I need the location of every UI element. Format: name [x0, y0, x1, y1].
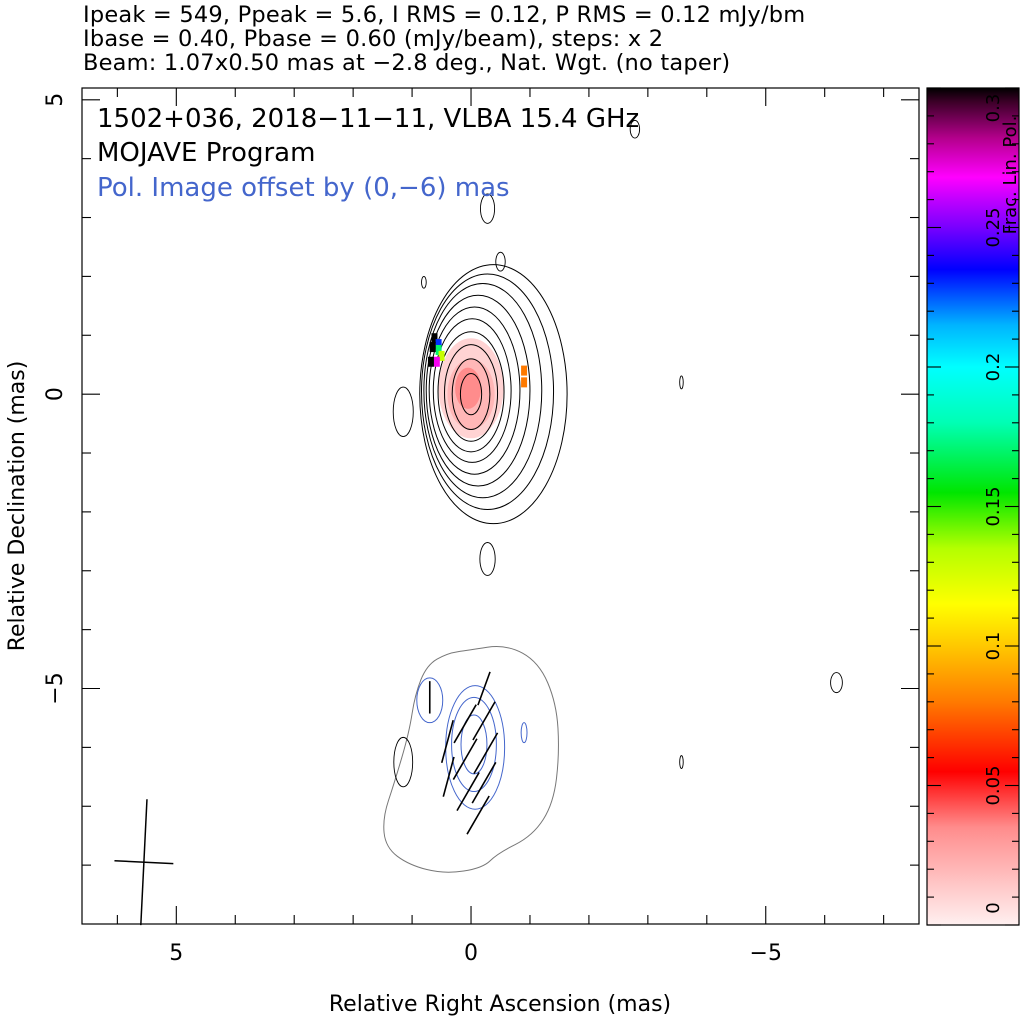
stokes-i-contour: [451, 358, 491, 430]
stokes-i-noise-contour: [629, 119, 641, 139]
evpa-vector: [440, 719, 454, 764]
y-tick-label: −5: [43, 672, 68, 704]
y-tick-label: 5: [43, 93, 68, 107]
header-base-levels: Ibase = 0.40, Pbase = 0.60 (mJy/beam), s…: [83, 26, 664, 52]
colorbar-tick-labels: 0 0.05 0.1 0.15 0.2 0.25 0.3: [983, 94, 1004, 914]
frac-pol-pixel: [521, 365, 528, 376]
stokes-i-noise-contour: [679, 755, 684, 770]
evpa-vector: [477, 671, 491, 706]
stokes-i-noise-contour: [679, 375, 684, 390]
pol-contour: [445, 685, 506, 810]
stokes-i-noise-contour: [393, 736, 414, 788]
frac-pol-pixel: [433, 356, 440, 367]
stokes-i-noise-contour: [830, 672, 843, 694]
evpa-vector: [452, 738, 478, 780]
y-tick-labels: 5 0 −5: [43, 93, 68, 705]
x-tick-label: 0: [464, 941, 478, 966]
stokes-i-noise-contour: [421, 275, 427, 289]
pol-contour: [451, 696, 497, 793]
frac-pol-map: [438, 338, 504, 439]
evpa-vector: [456, 772, 480, 812]
stokes-i-contour: [432, 318, 512, 463]
colorbar: 0 0.05 0.1 0.15 0.2 0.25 0.3 Frac. Lin. Pol.: [926, 87, 1021, 926]
stokes-i-contours: [392, 119, 843, 788]
colorbar-label: Frac. Lin. Pol.: [1000, 116, 1021, 235]
beam-cross: [114, 799, 174, 926]
stokes-i-contour: [421, 273, 555, 511]
header-beam-info: Beam: 1.07x0.50 mas at −2.8 deg., Nat. W…: [83, 50, 731, 76]
frac-pol-pixels: [427, 333, 528, 388]
evpa-vectors: [428, 671, 499, 835]
stokes-i-noise-contour: [480, 193, 496, 224]
beam-minor-axis: [114, 859, 174, 865]
plot-frame: [81, 87, 920, 925]
frac-pol-pixel: [431, 333, 438, 344]
pol-total-intensity-outline: [383, 646, 559, 873]
x-tick-label: −5: [750, 941, 782, 966]
pol-total-intensity-contour: [383, 646, 559, 873]
chart-subtitle: MOJAVE Program: [97, 138, 315, 168]
colorbar-tick-label: 0.15: [983, 486, 1004, 526]
y-axis-label: Relative Declination (mas): [5, 361, 30, 652]
evpa-vector: [471, 761, 497, 804]
colorbar-gradient: [927, 88, 1019, 925]
pol-contour: [416, 677, 444, 724]
frac-pol-pixel: [435, 339, 442, 350]
frac-pol-pixel: [429, 342, 436, 353]
stokes-i-contour: [428, 306, 521, 475]
x-tick-label: 5: [169, 941, 183, 966]
axis-ticks: [82, 88, 919, 924]
stokes-i-contour: [437, 331, 505, 453]
stokes-i-contour: [459, 373, 483, 416]
evpa-vector: [473, 732, 499, 775]
y-tick-label: 0: [43, 387, 68, 401]
stokes-i-noise-contour: [479, 542, 496, 576]
colorbar-tick-label: 0.3: [983, 94, 1004, 123]
pol-offset-annotation: Pol. Image offset by (0,−6) mas: [97, 173, 510, 203]
colorbar-tick-label: 0.1: [983, 632, 1004, 661]
frac-pol-pixel: [438, 350, 445, 361]
frac-pol-region: [455, 367, 482, 409]
stokes-i-noise-contour: [495, 251, 506, 272]
stokes-i-contour: [425, 294, 531, 487]
evpa-vector: [453, 704, 477, 744]
colorbar-tick-label: 0: [983, 902, 1004, 913]
stokes-i-noise-contour: [392, 386, 414, 437]
stokes-i-contour: [419, 264, 568, 525]
stokes-i-contour: [444, 344, 499, 442]
evpa-vector: [442, 756, 455, 797]
frac-pol-pixel: [435, 344, 442, 355]
header-intensity-stats: Ipeak = 549, Ppeak = 5.6, I RMS = 0.12, …: [83, 2, 806, 28]
evpa-vector: [466, 795, 490, 835]
evpa-vector: [472, 701, 496, 741]
x-axis-label: Relative Right Ascension (mas): [329, 992, 671, 1017]
stokes-i-contour: [423, 282, 543, 499]
chart-title: 1502+036, 2018−11−11, VLBA 15.4 GHz: [97, 104, 639, 134]
frac-pol-pixel: [427, 356, 434, 367]
pol-contour: [460, 714, 488, 775]
colorbar-tick-label: 0.25: [983, 207, 1004, 247]
colorbar-ticks: [926, 87, 1020, 926]
pol-contours: [416, 677, 528, 810]
pol-contour: [520, 722, 528, 744]
colorbar-tick-label: 0.2: [983, 353, 1004, 382]
frac-pol-pixel: [521, 377, 528, 388]
colorbar-tick-label: 0.05: [983, 765, 1004, 805]
x-tick-labels: 5 0 −5: [169, 941, 782, 966]
